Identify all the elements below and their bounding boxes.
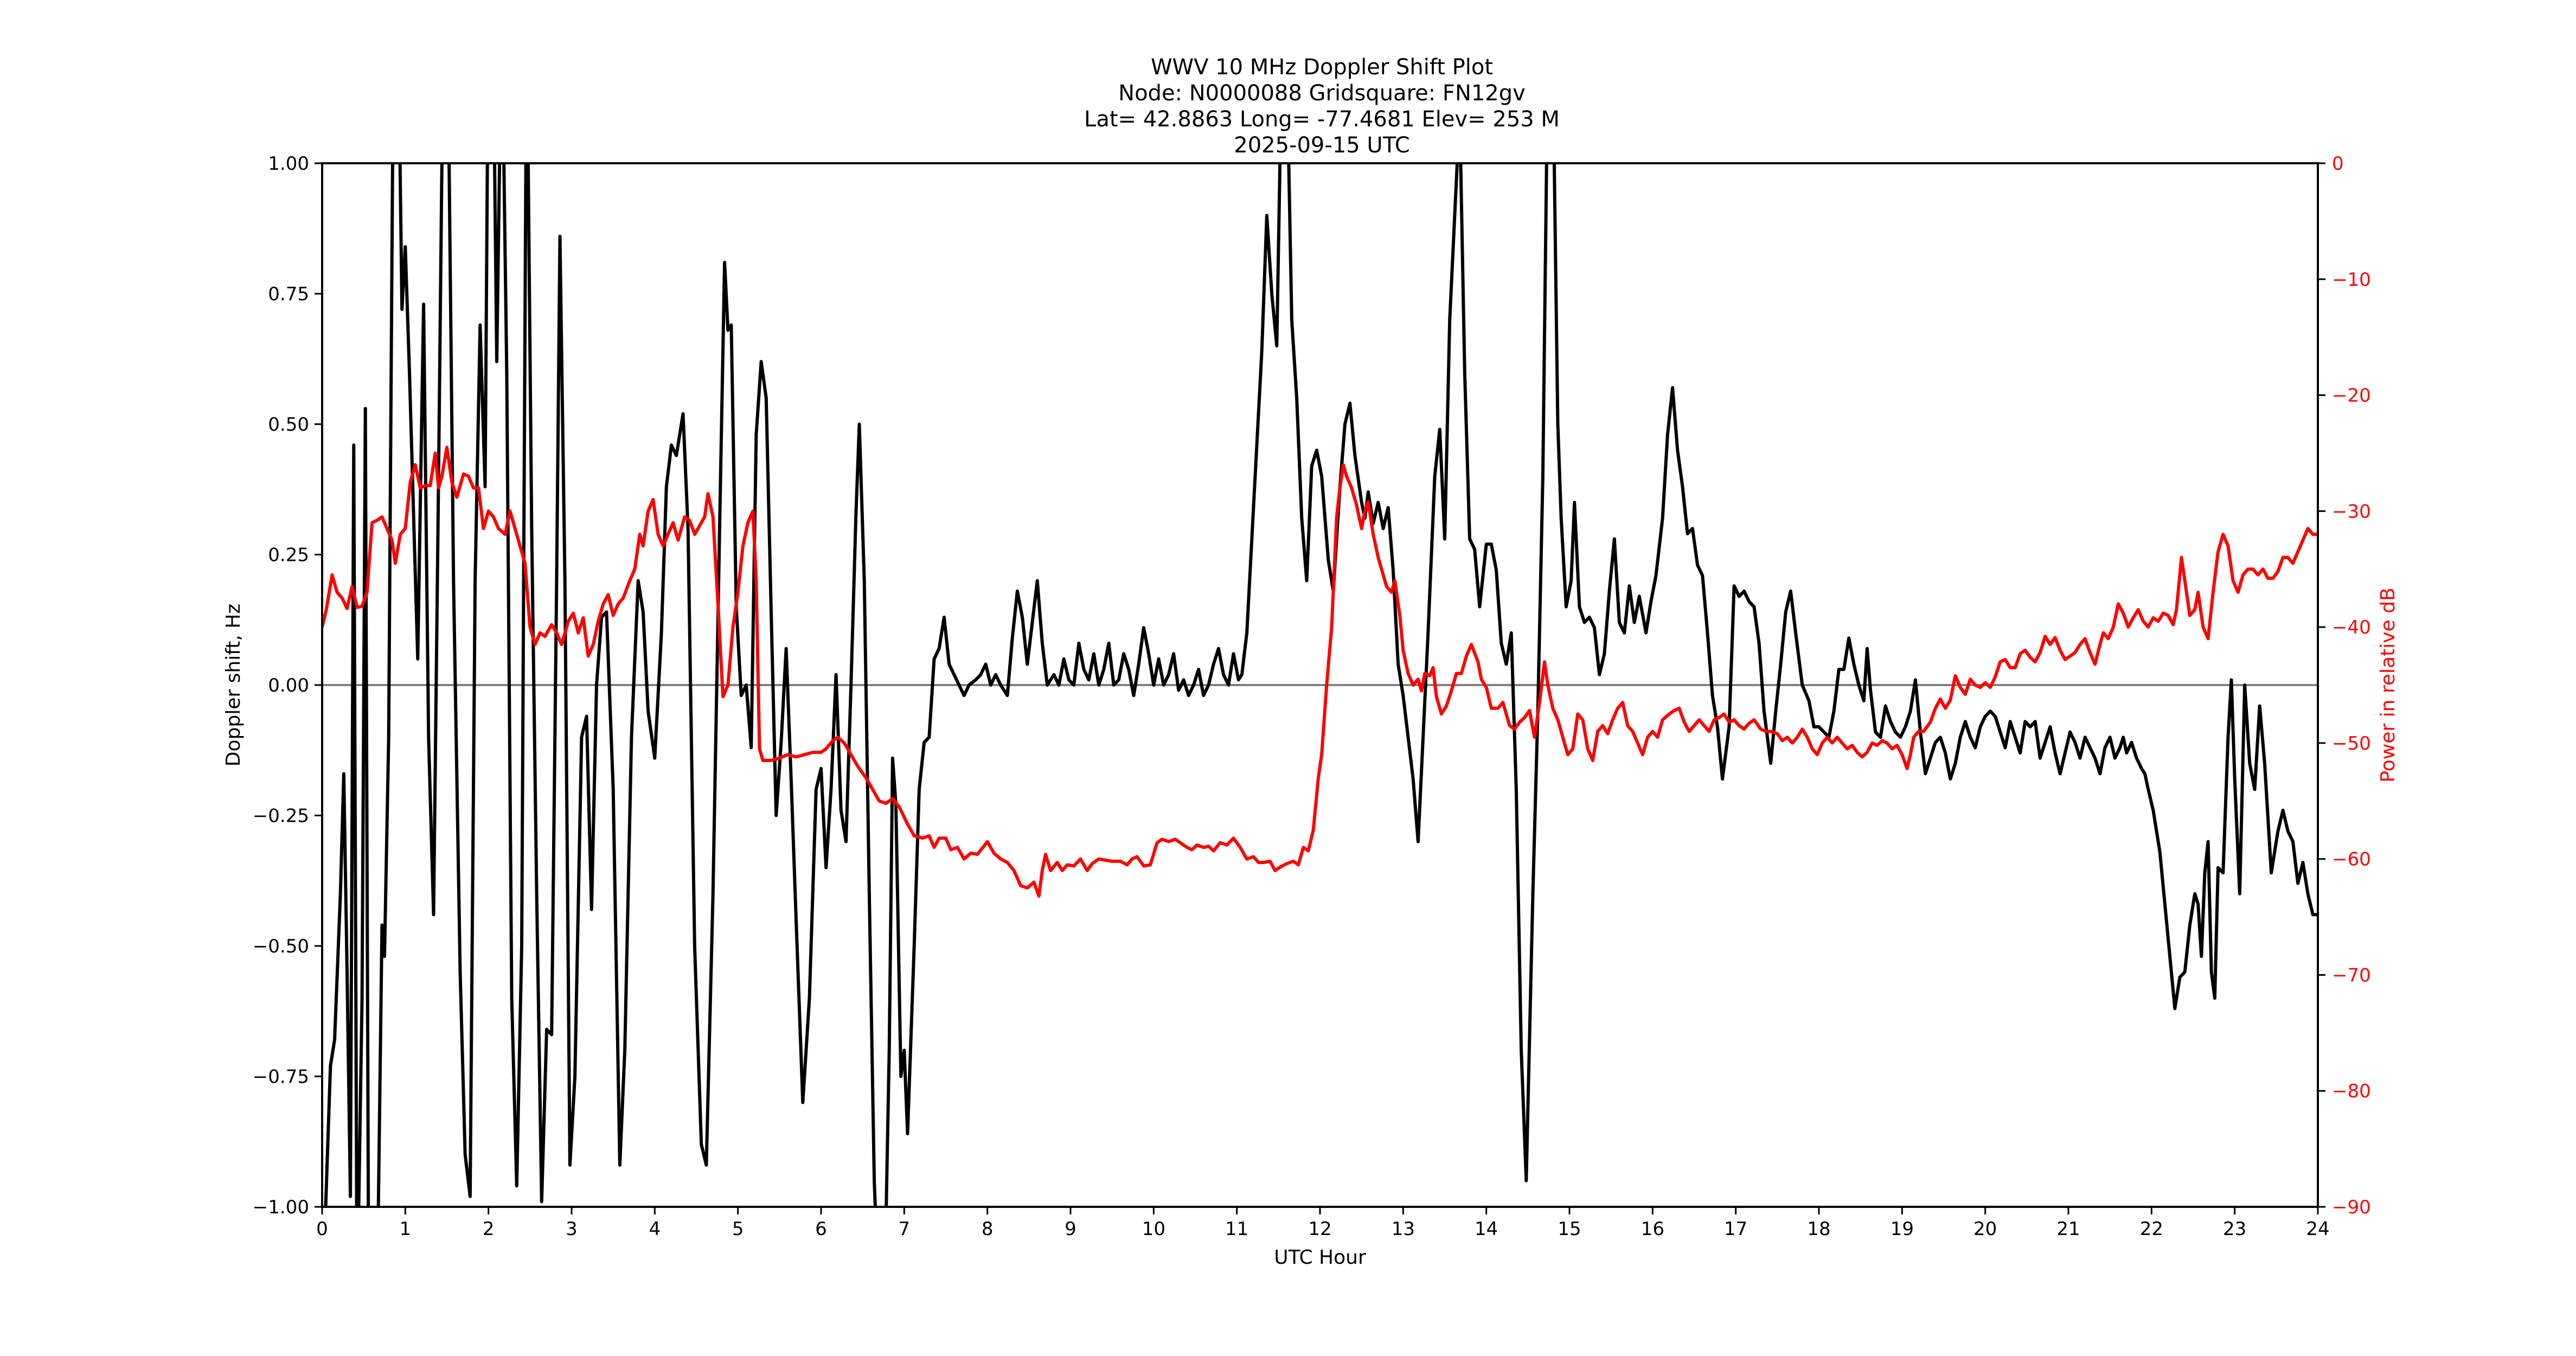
doppler-shift-line (324, 163, 2318, 1207)
x-tick-label: 7 (899, 1218, 911, 1240)
x-tick-label: 23 (2223, 1218, 2246, 1240)
x-tick-label: 15 (1558, 1218, 1581, 1240)
x-tick-label: 0 (316, 1218, 328, 1240)
y2-tick-label: −60 (2332, 849, 2371, 871)
y2-tick-label: −30 (2332, 501, 2371, 522)
x-tick-label: 19 (1891, 1218, 1914, 1240)
y-axis-right-ticks: −90 −80 −70 −60 −50 −40 −30 −20 −10 0 (2318, 153, 2371, 1218)
y-tick-label: 0.25 (268, 545, 309, 566)
y-tick-label: 0.00 (268, 675, 309, 696)
x-tick-label: 9 (1065, 1218, 1076, 1240)
x-tick-label: 18 (1807, 1218, 1830, 1240)
x-tick-label: 14 (1475, 1218, 1498, 1240)
y2-tick-label: −70 (2332, 964, 2371, 986)
x-tick-label: 24 (2306, 1218, 2329, 1240)
chart-subtitle-date: 2025-09-15 UTC (1234, 133, 1410, 158)
x-tick-label: 3 (566, 1218, 578, 1240)
x-axis-label: UTC Hour (1274, 1246, 1366, 1269)
x-tick-label: 2 (483, 1218, 495, 1240)
y-axis-left-label: Doppler shift, Hz (222, 604, 245, 766)
x-tick-label: 13 (1392, 1218, 1415, 1240)
x-tick-label: 4 (649, 1218, 661, 1240)
y-axis-left-ticks: −1.00 −0.75 −0.50 −0.25 0.00 0.25 0.50 0.75 1.00 (253, 153, 322, 1218)
x-axis-ticks: 0 1 2 3 4 5 6 7 8 9 10 11 12 13 14 15 16 17 18 19 20 21 22 23 24 (316, 1207, 2330, 1240)
y2-tick-label: −50 (2332, 733, 2371, 754)
y2-tick-label: −10 (2332, 269, 2371, 291)
y-tick-label: −0.50 (253, 936, 309, 957)
y-axis-right-label: Power in relative dB (2377, 587, 2399, 782)
y2-tick-label: −20 (2332, 385, 2371, 407)
y-tick-label: −0.75 (253, 1066, 309, 1088)
y2-tick-label: −90 (2332, 1197, 2371, 1218)
chart-title: WWV 10 MHz Doppler Shift Plot (1150, 55, 1494, 80)
y-tick-label: 0.50 (268, 414, 309, 436)
x-tick-label: 6 (815, 1218, 827, 1240)
chart-subtitle-location: Lat= 42.8863 Long= -77.4681 Elev= 253 M (1084, 107, 1560, 132)
power-line (322, 445, 2318, 898)
y2-tick-label: −80 (2332, 1080, 2371, 1102)
y-tick-label: −0.25 (253, 805, 309, 827)
y2-tick-label: 0 (2332, 153, 2344, 175)
x-tick-label: 5 (732, 1218, 744, 1240)
x-tick-label: 8 (982, 1218, 994, 1240)
x-tick-label: 22 (2140, 1218, 2163, 1240)
y-tick-label: 0.75 (268, 284, 309, 305)
x-tick-label: 10 (1142, 1218, 1165, 1240)
x-tick-label: 12 (1308, 1218, 1331, 1240)
y2-tick-label: −40 (2332, 617, 2371, 638)
x-tick-label: 17 (1724, 1218, 1747, 1240)
x-tick-label: 16 (1641, 1218, 1664, 1240)
x-tick-label: 21 (2056, 1218, 2080, 1240)
y-tick-label: 1.00 (268, 153, 309, 175)
chart-subtitle-node: Node: N0000088 Gridsquare: FN12gv (1118, 81, 1526, 106)
y-tick-label: −1.00 (253, 1197, 309, 1218)
x-tick-label: 20 (1973, 1218, 1997, 1240)
x-tick-label: 1 (400, 1218, 412, 1240)
x-tick-label: 11 (1225, 1218, 1248, 1240)
